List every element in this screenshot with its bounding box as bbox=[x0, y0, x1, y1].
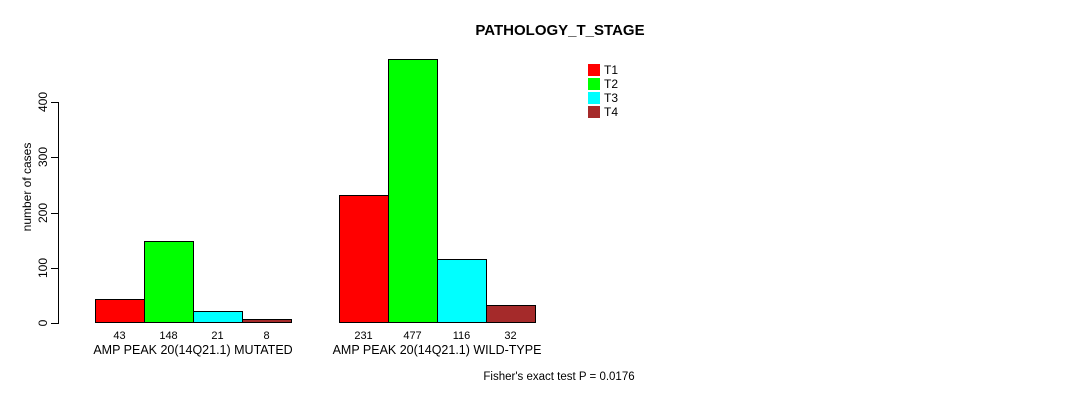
bar-t1-group1 bbox=[95, 299, 145, 323]
bar-t3-group1 bbox=[193, 311, 243, 323]
y-axis-tick-label: 100 bbox=[36, 257, 50, 279]
bar-value-label: 477 bbox=[403, 330, 422, 342]
bar-value-label: 116 bbox=[452, 330, 471, 342]
group-label: AMP PEAK 20(14Q21.1) WILD-TYPE bbox=[332, 343, 542, 357]
bar-value-label: 231 bbox=[354, 330, 373, 342]
y-axis-tick-label: 200 bbox=[36, 202, 50, 224]
bar-t2-group2 bbox=[388, 59, 438, 323]
bar-t4-group1 bbox=[242, 319, 292, 323]
y-axis-line bbox=[58, 102, 59, 324]
legend-swatch-t4 bbox=[588, 106, 600, 118]
legend-label-t4: T4 bbox=[604, 105, 619, 119]
bar-value-label: 148 bbox=[159, 330, 178, 342]
bar-value-label: 43 bbox=[113, 330, 126, 342]
y-axis-label: number of cases bbox=[20, 142, 34, 232]
y-axis-tick bbox=[51, 268, 58, 269]
fisher-test-annotation: Fisher's exact test P = 0.0176 bbox=[483, 371, 635, 383]
legend-label-t2: T2 bbox=[604, 77, 619, 91]
legend-swatch-t2 bbox=[588, 78, 600, 90]
bar-t4-group2 bbox=[486, 305, 536, 323]
y-axis-tick bbox=[51, 157, 58, 158]
y-axis-tick bbox=[51, 213, 58, 214]
legend-label-t1: T1 bbox=[604, 63, 619, 77]
chart-title: PATHOLOGY_T_STAGE bbox=[475, 22, 645, 39]
group-label: AMP PEAK 20(14Q21.1) MUTATED bbox=[93, 343, 293, 357]
bar-t3-group2 bbox=[437, 259, 487, 323]
y-axis-tick bbox=[51, 323, 58, 324]
bar-value-label: 21 bbox=[211, 330, 224, 342]
y-axis-tick-label: 400 bbox=[36, 91, 50, 113]
legend-label-t3: T3 bbox=[604, 91, 619, 105]
legend-swatch-t1 bbox=[588, 64, 600, 76]
bar-value-label: 32 bbox=[504, 330, 517, 342]
bar-value-label: 8 bbox=[263, 330, 270, 342]
bar-t2-group1 bbox=[144, 241, 194, 323]
legend-swatch-t3 bbox=[588, 92, 600, 104]
y-axis-tick-label: 0 bbox=[36, 319, 50, 327]
bar-t1-group2 bbox=[339, 195, 389, 323]
y-axis-tick bbox=[51, 102, 58, 103]
y-axis-tick-label: 300 bbox=[36, 146, 50, 168]
